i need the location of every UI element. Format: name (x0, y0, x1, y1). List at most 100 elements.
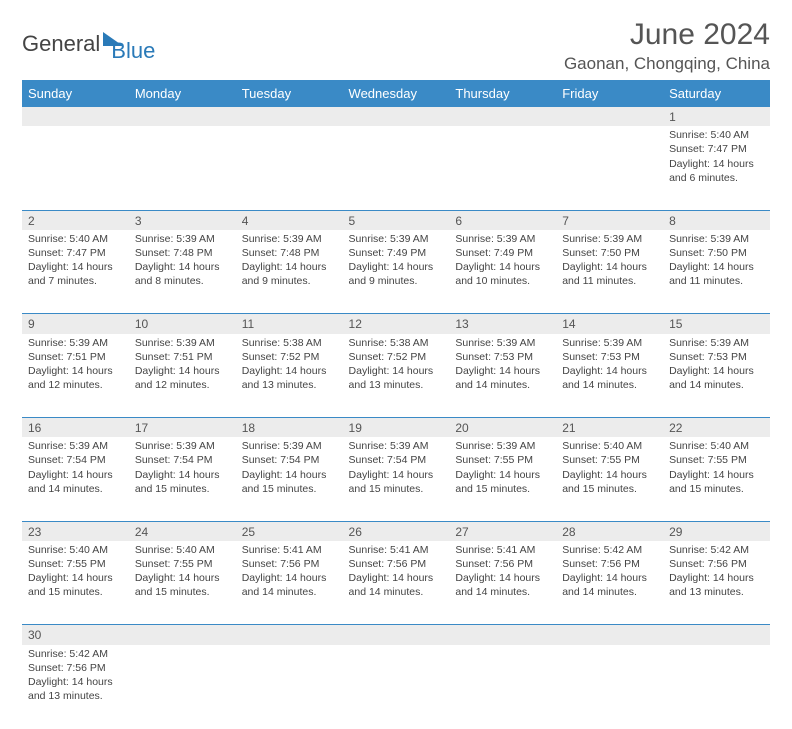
sunset-text: Sunset: 7:55 PM (669, 453, 764, 467)
day-cell: Sunrise: 5:42 AMSunset: 7:56 PMDaylight:… (22, 645, 129, 729)
sunrise-text: Sunrise: 5:39 AM (242, 232, 337, 246)
month-title: June 2024 (564, 18, 770, 52)
day2-text: and 7 minutes. (28, 274, 123, 288)
sunrise-text: Sunrise: 5:40 AM (28, 543, 123, 557)
day2-text: and 9 minutes. (242, 274, 337, 288)
day-cell-body: Sunrise: 5:40 AMSunset: 7:55 PMDaylight:… (129, 541, 236, 604)
sunset-text: Sunset: 7:54 PM (349, 453, 444, 467)
day2-text: and 15 minutes. (562, 482, 657, 496)
week-row: Sunrise: 5:40 AMSunset: 7:55 PMDaylight:… (22, 541, 770, 625)
sunrise-text: Sunrise: 5:39 AM (135, 439, 230, 453)
sunset-text: Sunset: 7:51 PM (28, 350, 123, 364)
sunset-text: Sunset: 7:52 PM (349, 350, 444, 364)
sunrise-text: Sunrise: 5:39 AM (242, 439, 337, 453)
day2-text: and 15 minutes. (669, 482, 764, 496)
day-number: 16 (22, 418, 129, 438)
day-number: 13 (449, 314, 556, 334)
sunrise-text: Sunrise: 5:41 AM (455, 543, 550, 557)
day1-text: Daylight: 14 hours (242, 571, 337, 585)
sunrise-text: Sunrise: 5:40 AM (28, 232, 123, 246)
day-header: Wednesday (343, 80, 450, 107)
header-right: June 2024 Gaonan, Chongqing, China (564, 18, 770, 74)
day-header: Tuesday (236, 80, 343, 107)
day2-text: and 14 minutes. (242, 585, 337, 599)
day-header: Sunday (22, 80, 129, 107)
sunrise-text: Sunrise: 5:39 AM (349, 232, 444, 246)
day1-text: Daylight: 14 hours (669, 571, 764, 585)
day-cell-body: Sunrise: 5:39 AMSunset: 7:54 PMDaylight:… (129, 437, 236, 500)
daynum-row: 16171819202122 (22, 418, 770, 438)
daynum-row: 9101112131415 (22, 314, 770, 334)
sunrise-text: Sunrise: 5:39 AM (28, 336, 123, 350)
sunset-text: Sunset: 7:54 PM (242, 453, 337, 467)
sunset-text: Sunset: 7:52 PM (242, 350, 337, 364)
day-number (449, 107, 556, 126)
sunrise-text: Sunrise: 5:38 AM (349, 336, 444, 350)
day-cell-body: Sunrise: 5:40 AMSunset: 7:55 PMDaylight:… (22, 541, 129, 604)
day-cell: Sunrise: 5:42 AMSunset: 7:56 PMDaylight:… (663, 541, 770, 625)
day-cell-body: Sunrise: 5:39 AMSunset: 7:54 PMDaylight:… (22, 437, 129, 500)
sunset-text: Sunset: 7:49 PM (349, 246, 444, 260)
day2-text: and 15 minutes. (28, 585, 123, 599)
location: Gaonan, Chongqing, China (564, 54, 770, 74)
day-number: 10 (129, 314, 236, 334)
day-cell (129, 645, 236, 729)
day-cell: Sunrise: 5:39 AMSunset: 7:51 PMDaylight:… (22, 334, 129, 418)
day-cell: Sunrise: 5:38 AMSunset: 7:52 PMDaylight:… (343, 334, 450, 418)
calendar-table: Sunday Monday Tuesday Wednesday Thursday… (22, 80, 770, 729)
day-cell (343, 645, 450, 729)
day2-text: and 14 minutes. (562, 585, 657, 599)
day1-text: Daylight: 14 hours (455, 364, 550, 378)
day1-text: Daylight: 14 hours (349, 260, 444, 274)
brand-logo: General Blue (22, 24, 155, 64)
day1-text: Daylight: 14 hours (28, 675, 123, 689)
sunset-text: Sunset: 7:53 PM (455, 350, 550, 364)
day-cell: Sunrise: 5:39 AMSunset: 7:54 PMDaylight:… (343, 437, 450, 521)
day-cell-body: Sunrise: 5:39 AMSunset: 7:48 PMDaylight:… (129, 230, 236, 293)
sunrise-text: Sunrise: 5:39 AM (28, 439, 123, 453)
day-header: Friday (556, 80, 663, 107)
day-header-row: Sunday Monday Tuesday Wednesday Thursday… (22, 80, 770, 107)
day-cell: Sunrise: 5:42 AMSunset: 7:56 PMDaylight:… (556, 541, 663, 625)
day-cell-body: Sunrise: 5:40 AMSunset: 7:47 PMDaylight:… (22, 230, 129, 293)
day-number: 24 (129, 521, 236, 541)
day-number: 15 (663, 314, 770, 334)
day-cell: Sunrise: 5:39 AMSunset: 7:54 PMDaylight:… (236, 437, 343, 521)
sunset-text: Sunset: 7:55 PM (135, 557, 230, 571)
day2-text: and 13 minutes. (349, 378, 444, 392)
sunset-text: Sunset: 7:56 PM (349, 557, 444, 571)
sunset-text: Sunset: 7:55 PM (455, 453, 550, 467)
day-number: 25 (236, 521, 343, 541)
day-cell-body: Sunrise: 5:39 AMSunset: 7:54 PMDaylight:… (343, 437, 450, 500)
daynum-row: 23242526272829 (22, 521, 770, 541)
day2-text: and 9 minutes. (349, 274, 444, 288)
sunrise-text: Sunrise: 5:40 AM (135, 543, 230, 557)
day2-text: and 12 minutes. (28, 378, 123, 392)
day2-text: and 14 minutes. (349, 585, 444, 599)
sunrise-text: Sunrise: 5:39 AM (135, 336, 230, 350)
day-cell (663, 645, 770, 729)
day-number: 23 (22, 521, 129, 541)
sunrise-text: Sunrise: 5:39 AM (562, 336, 657, 350)
day-number (22, 107, 129, 126)
day-number: 22 (663, 418, 770, 438)
day1-text: Daylight: 14 hours (562, 364, 657, 378)
day-number: 3 (129, 210, 236, 230)
day-number (236, 107, 343, 126)
sunrise-text: Sunrise: 5:39 AM (669, 336, 764, 350)
day-cell: Sunrise: 5:39 AMSunset: 7:55 PMDaylight:… (449, 437, 556, 521)
day-cell: Sunrise: 5:41 AMSunset: 7:56 PMDaylight:… (236, 541, 343, 625)
day-number (236, 625, 343, 645)
day-cell-body: Sunrise: 5:42 AMSunset: 7:56 PMDaylight:… (22, 645, 129, 708)
day-number (449, 625, 556, 645)
day-cell-body: Sunrise: 5:40 AMSunset: 7:55 PMDaylight:… (663, 437, 770, 500)
day-number: 1 (663, 107, 770, 126)
sunset-text: Sunset: 7:50 PM (669, 246, 764, 260)
day1-text: Daylight: 14 hours (28, 260, 123, 274)
day-number: 4 (236, 210, 343, 230)
day-cell-body: Sunrise: 5:39 AMSunset: 7:53 PMDaylight:… (556, 334, 663, 397)
sunrise-text: Sunrise: 5:40 AM (562, 439, 657, 453)
sunrise-text: Sunrise: 5:42 AM (28, 647, 123, 661)
day-number: 19 (343, 418, 450, 438)
daynum-row: 1 (22, 107, 770, 126)
